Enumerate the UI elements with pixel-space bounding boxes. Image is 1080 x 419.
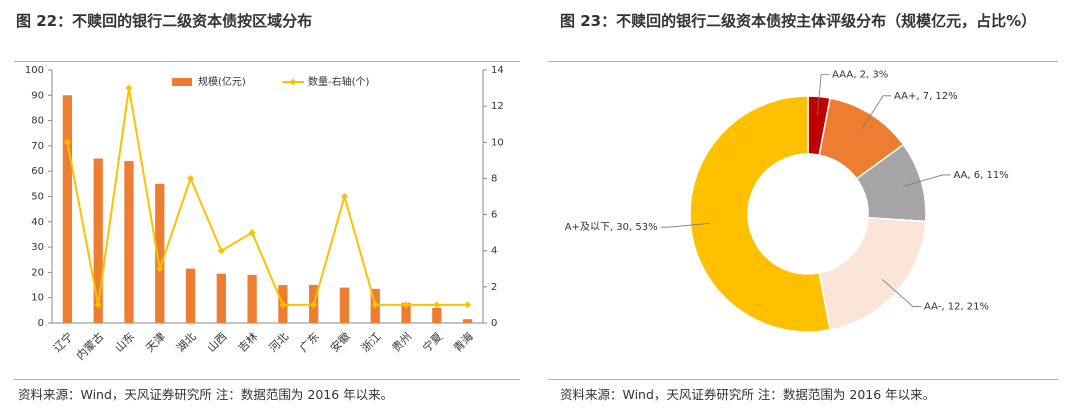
y2-tick-label: 14 <box>491 65 504 76</box>
leader-line <box>860 95 892 131</box>
y2-tick-label: 6 <box>491 210 497 221</box>
x-tick-label: 天津 <box>143 330 168 355</box>
legend-swatch <box>172 78 192 86</box>
divider <box>14 61 520 62</box>
leader-line <box>660 222 710 228</box>
bar <box>62 95 73 323</box>
y-tick-label: 80 <box>31 116 44 127</box>
line-marker <box>464 301 472 309</box>
line-marker <box>63 138 71 146</box>
y2-tick-label: 8 <box>491 173 497 184</box>
bar <box>155 183 165 323</box>
x-tick-label: 吉林 <box>235 329 260 354</box>
line-marker <box>279 301 287 309</box>
x-tick-label: 浙江 <box>359 330 384 355</box>
source-note: 资料来源：Wind，天风证券研究所 注：数据范围为 2016 年以来。 <box>560 387 936 402</box>
leader-line <box>902 174 951 187</box>
x-tick-label: 山东 <box>112 330 137 355</box>
y-tick-label: 30 <box>31 242 44 253</box>
legend-label: 规模(亿元) <box>198 75 246 88</box>
y-tick-label: 60 <box>31 166 44 177</box>
divider <box>548 61 1058 62</box>
divider <box>548 379 1058 380</box>
y2-tick-label: 12 <box>491 101 504 112</box>
line-marker <box>371 301 379 309</box>
line <box>66 87 468 306</box>
bar <box>462 319 473 323</box>
line-marker <box>248 229 256 237</box>
leader-line <box>881 279 922 307</box>
slice-label: A+及以下, 30, 53% <box>565 221 658 233</box>
legend-swatch <box>289 78 297 86</box>
slice-label: AA, 6, 11% <box>953 170 1008 181</box>
panel: 图 22：不赎回的银行二级资本债按区域分布 0 10 20 30 40 50 60 70 80 9… <box>0 0 530 419</box>
line-marker <box>217 247 225 255</box>
y2-tick-label: 4 <box>491 246 497 257</box>
bar <box>432 307 442 323</box>
x-tick-label: 青海 <box>450 329 475 354</box>
slice-label: AAA, 2, 3% <box>832 70 888 81</box>
source-note: 资料来源：Wind，天风证券研究所 注：数据范围为 2016 年以来。 <box>18 387 394 402</box>
line-marker <box>433 301 441 309</box>
y-tick-label: 10 <box>31 293 44 304</box>
bar <box>339 287 350 323</box>
x-tick-label: 湖北 <box>174 330 199 355</box>
bar <box>401 302 411 323</box>
line-marker <box>125 84 133 92</box>
line-marker <box>187 174 195 182</box>
x-tick-label: 广东 <box>297 330 322 355</box>
line-marker <box>94 301 102 309</box>
bar <box>185 268 196 323</box>
x-tick-label: 内蒙古 <box>73 329 106 362</box>
y2-tick-label: 10 <box>491 137 504 148</box>
slice-label: AA+, 7, 12% <box>894 91 958 102</box>
y-tick-label: 100 <box>25 65 44 76</box>
y-tick-label: 20 <box>31 267 44 278</box>
line-marker <box>402 301 410 309</box>
slice-label: AA-, 12, 21% <box>924 302 989 313</box>
chart: AAA, 2, 3% AA+, 7, 12% AA, 6, 11% AA-, 12, … <box>565 70 1009 333</box>
leader-line <box>816 74 830 116</box>
donut-slice <box>689 95 831 333</box>
divider <box>14 379 520 380</box>
legend-label: 数量-右轴(个) <box>308 75 370 88</box>
figure-title: 图 22：不赎回的银行二级资本债按区域分布 <box>16 12 313 30</box>
bar <box>216 273 226 323</box>
x-tick-label: 贵州 <box>390 330 415 355</box>
donut-slice <box>818 216 927 331</box>
panel: 图 23：不赎回的银行二级资本债按主体评级分布（规模亿元，占比%） AAA, 2… <box>548 0 1080 419</box>
figure-title: 图 23：不赎回的银行二级资本债按主体评级分布（规模亿元，占比%） <box>560 12 1037 30</box>
x-tick-label: 安徽 <box>327 329 352 354</box>
y-tick-label: 0 <box>38 318 44 329</box>
bar <box>93 158 103 323</box>
y-tick-label: 50 <box>31 192 44 203</box>
y-tick-label: 40 <box>31 217 44 228</box>
y2-tick-label: 2 <box>491 282 497 293</box>
x-tick-label: 河北 <box>266 330 291 355</box>
line-marker <box>310 301 318 309</box>
y-tick-label: 90 <box>31 90 44 101</box>
bar <box>124 161 134 323</box>
bar <box>247 274 257 323</box>
x-tick-label: 宁夏 <box>420 329 445 354</box>
y2-tick-label: 0 <box>491 318 497 329</box>
x-tick-label: 辽宁 <box>50 329 75 354</box>
line-marker <box>340 193 348 200</box>
y-tick-label: 70 <box>31 141 44 152</box>
line-marker <box>156 265 164 273</box>
x-tick-label: 山西 <box>205 330 230 355</box>
